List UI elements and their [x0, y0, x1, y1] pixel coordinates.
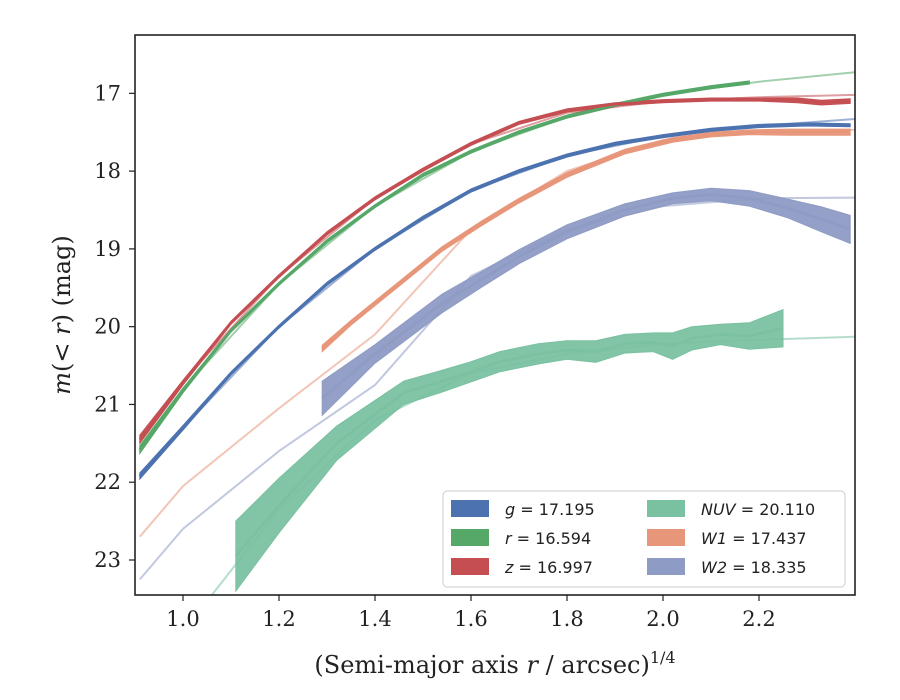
y-tick-label: 21 [94, 392, 121, 416]
y-tick-label: 22 [94, 470, 121, 494]
x-tick-label: 2.0 [646, 607, 679, 631]
y-axis-ticks: 17 18 19 20 21 22 23 [94, 81, 135, 572]
data-curve-r [138, 81, 750, 451]
legend-label-z: z = 16.997 [504, 558, 593, 577]
legend-swatch-z [451, 558, 489, 575]
x-axis-ticks: 1.0 1.2 1.4 1.6 1.8 2.0 2.2 [166, 595, 776, 631]
x-tick-label: 1.8 [550, 607, 583, 631]
legend-box [442, 490, 846, 588]
data-curve-nuv [234, 326, 784, 557]
legend-swatch-g [451, 500, 489, 517]
y-tick-label: 17 [94, 81, 121, 105]
data-curve-w2 [321, 193, 851, 400]
data-curves [138, 81, 851, 557]
legend-swatch-r [451, 529, 489, 546]
error-band-w1 [321, 128, 851, 353]
model-curve-w2 [139, 196, 855, 581]
legend-label-w1: W1 = 17.437 [701, 529, 807, 548]
data-curve-g [138, 123, 851, 477]
legend-label-g: g = 17.195 [505, 500, 595, 519]
y-tick-label: 23 [94, 548, 121, 572]
x-axis-title: (Semi-major axis r / arcsec)1/4 [314, 648, 675, 679]
legend-swatch-w1 [647, 529, 685, 546]
data-curve-z [138, 98, 851, 441]
x-tick-label: 1.6 [454, 607, 487, 631]
x-tick-label: 1.4 [358, 607, 391, 631]
legend: g = 17.195 r = 16.594 z = 16.997 NUV = 20.1… [442, 490, 846, 588]
model-curve-nuv [211, 335, 855, 595]
data-curve-w1 [321, 130, 851, 350]
y-tick-label: 19 [94, 237, 121, 261]
legend-swatch-nuv [647, 500, 685, 517]
legend-label-w2: W2 = 18.335 [701, 558, 807, 577]
legend-label-nuv: NUV = 20.110 [701, 500, 815, 519]
plot-frame [134, 34, 856, 596]
y-axis-title: m(< r) (mag) [48, 235, 76, 395]
legend-swatch-w2 [647, 558, 685, 575]
y-tick-label: 18 [94, 159, 121, 183]
y-tick-label: 20 [94, 315, 121, 339]
legend-label-r: r = 16.594 [505, 529, 591, 548]
x-tick-label: 1.0 [166, 607, 199, 631]
x-tick-label: 1.2 [262, 607, 295, 631]
x-tick-label: 2.2 [742, 607, 775, 631]
